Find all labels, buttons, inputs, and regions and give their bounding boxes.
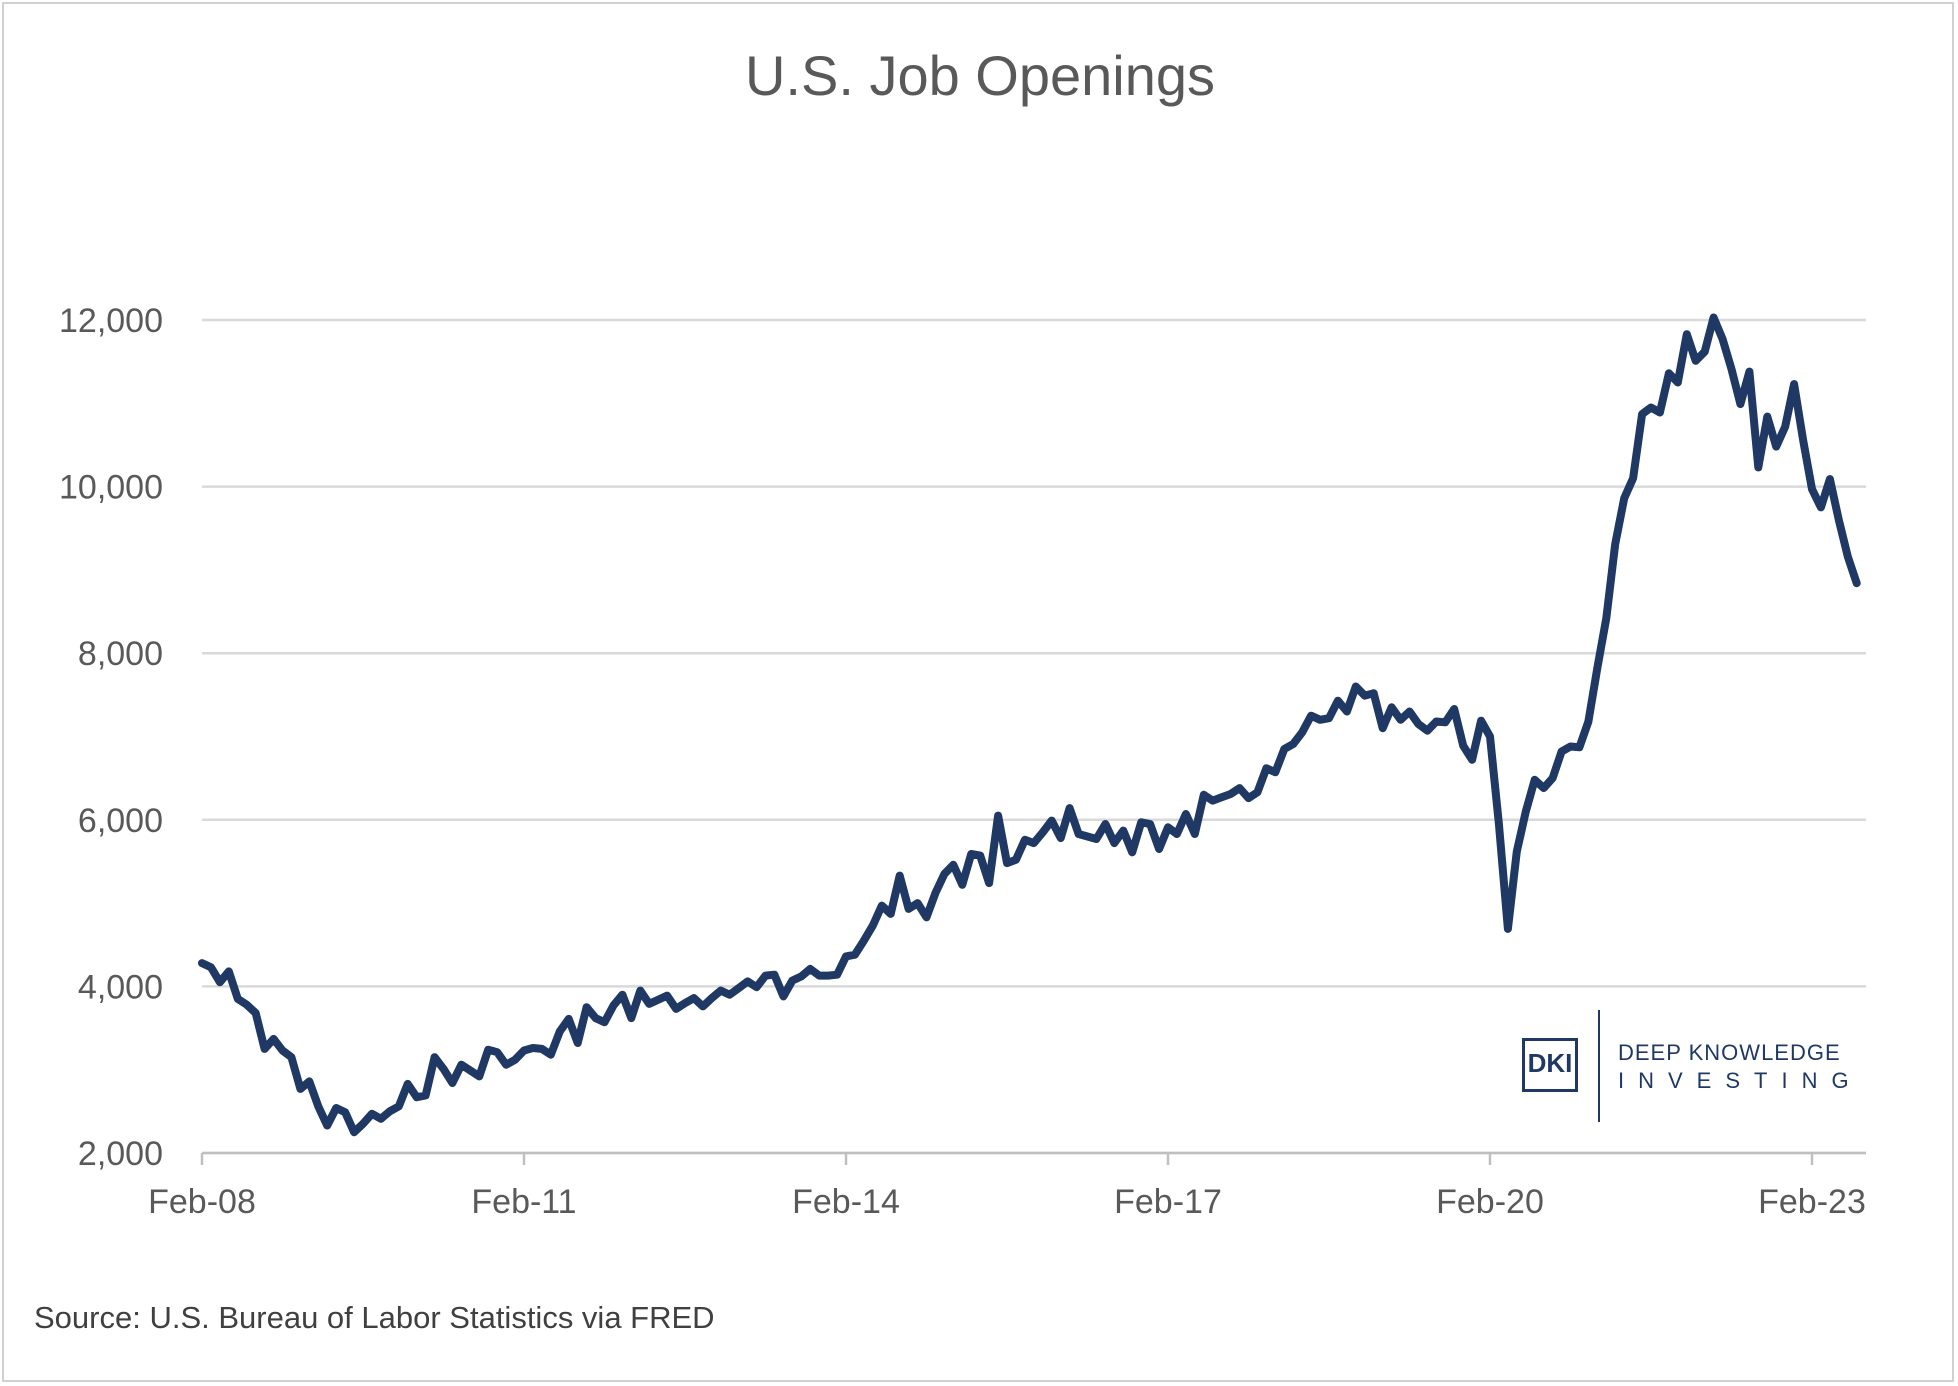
job-openings-line bbox=[198, 313, 1861, 1137]
chart-title: U.S. Job Openings bbox=[745, 44, 1215, 107]
x-axis-ticks: Feb-08 Feb-11 Feb-14 Feb-17 Feb-20 Feb-23 bbox=[148, 1153, 1866, 1221]
y-tick-label: 6,000 bbox=[78, 802, 163, 840]
y-tick-label: 10,000 bbox=[59, 469, 163, 507]
logo-divider bbox=[1598, 1010, 1600, 1122]
source-note: Source: U.S. Bureau of Labor Statistics … bbox=[34, 1300, 715, 1335]
y-tick-label: 2,000 bbox=[78, 1135, 163, 1173]
x-tick-label: Feb-23 bbox=[1758, 1183, 1866, 1221]
x-tick-label: Feb-17 bbox=[1114, 1183, 1222, 1221]
x-tick-label: Feb-08 bbox=[148, 1183, 256, 1221]
data-points bbox=[202, 317, 1857, 1132]
x-tick-label: Feb-20 bbox=[1436, 1183, 1544, 1221]
y-tick-label: 8,000 bbox=[78, 635, 163, 673]
x-tick-label: Feb-11 bbox=[471, 1183, 576, 1221]
logo-name-line2: INVESTING bbox=[1618, 1068, 1863, 1093]
dki-logo-mark: DKI bbox=[1527, 1048, 1573, 1078]
y-tick-label: 4,000 bbox=[78, 968, 163, 1006]
x-tick-label: Feb-14 bbox=[792, 1183, 900, 1221]
y-tick-label: 12,000 bbox=[59, 302, 163, 340]
gridlines bbox=[202, 318, 1866, 1155]
logo-name-line1: DEEP KNOWLEDGE bbox=[1618, 1040, 1841, 1065]
dki-logo-box bbox=[1522, 1038, 1578, 1092]
y-axis-ticks: 2,000 4,000 6,000 8,000 10,000 12,000 bbox=[59, 302, 163, 1173]
